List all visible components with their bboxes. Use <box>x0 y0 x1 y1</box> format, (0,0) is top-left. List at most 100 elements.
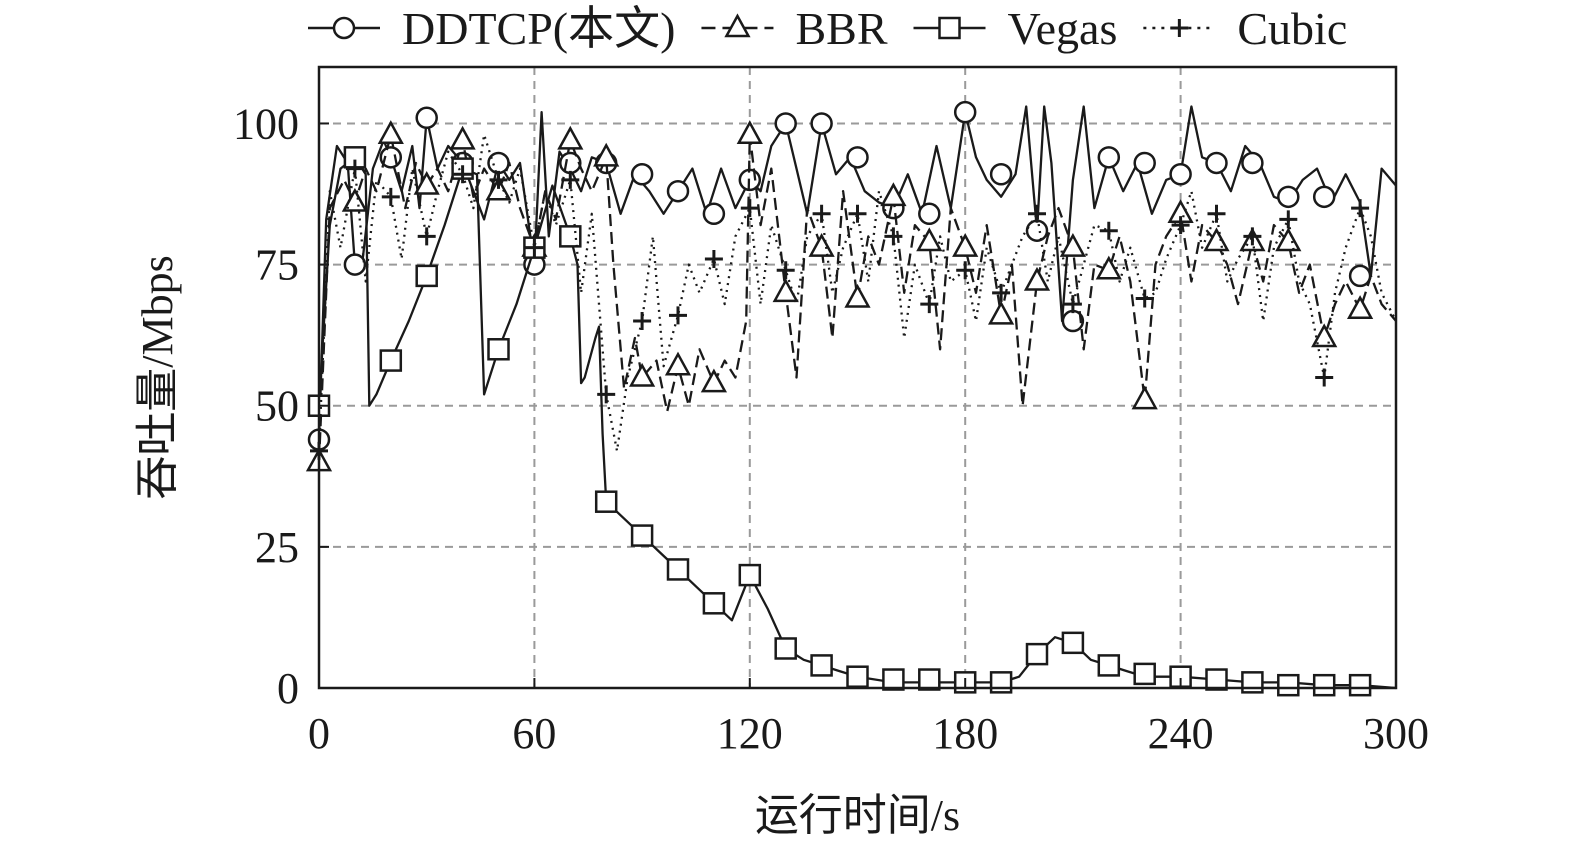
data-point-circle <box>810 112 833 135</box>
axis-ticks: 0 60 120 180 240 300 0 25 50 75 100 <box>233 99 1429 758</box>
data-point-square <box>1025 642 1049 666</box>
x-tick-label: 120 <box>717 709 783 758</box>
data-point-triangle <box>1059 233 1087 257</box>
data-point-plus <box>1315 368 1334 387</box>
legend-entry-square: Vegas <box>913 3 1117 54</box>
data-point-circle <box>630 163 654 186</box>
data-point-triangle <box>844 283 871 308</box>
y-tick-label: 50 <box>255 382 299 431</box>
data-point-circle <box>666 179 690 203</box>
data-point-square <box>1061 631 1085 655</box>
data-point-plus <box>776 261 795 280</box>
data-point-plus <box>525 238 544 257</box>
data-point-triangle <box>377 120 404 144</box>
y-tick-label: 100 <box>233 99 299 148</box>
y-tick-label: 25 <box>255 523 299 572</box>
x-tick-label: 300 <box>1363 709 1429 758</box>
data-point-square <box>702 592 726 615</box>
data-point-circle <box>846 146 869 169</box>
legend-entry-triangle: BBR <box>701 3 888 54</box>
data-point-square <box>1348 673 1372 697</box>
data-point-plus <box>704 249 723 268</box>
data-point-triangle <box>449 125 476 150</box>
data-point-triangle <box>700 368 728 393</box>
x-tick-label: 0 <box>308 709 330 758</box>
data-point-triangle <box>736 120 763 144</box>
data-point-triangle <box>485 176 512 201</box>
x-tick-label: 60 <box>512 709 556 758</box>
data-point-circle <box>774 112 797 135</box>
data-point-square <box>666 558 690 581</box>
x-tick-label: 240 <box>1148 709 1214 758</box>
data-point-square <box>487 338 510 361</box>
data-point-plus <box>1207 204 1226 223</box>
data-point-square <box>810 654 833 677</box>
plot-frame <box>317 65 1398 690</box>
data-point-circle <box>1025 219 1049 242</box>
data-point-triangle <box>952 233 979 257</box>
data-point-plus <box>417 227 436 246</box>
data-point-plus <box>884 227 903 246</box>
data-point-circle <box>1169 163 1192 186</box>
data-point-triangle <box>1095 255 1122 280</box>
data-point-square <box>882 668 905 691</box>
data-point-plus <box>633 312 652 331</box>
data-point-plus <box>812 204 831 223</box>
data-point-triangle <box>413 170 440 195</box>
x-tick-label: 180 <box>932 709 998 758</box>
legend-label: BBR <box>795 3 887 54</box>
data-point-circle <box>1348 264 1372 288</box>
data-point-plus <box>740 199 759 218</box>
data-point-triangle <box>593 142 620 167</box>
data-point-triangle <box>987 300 1015 325</box>
data-point-plus <box>453 165 472 184</box>
legend-entry-circle: DDTCP(本文) <box>308 3 675 54</box>
data-point-triangle <box>1023 266 1051 291</box>
legend-entry-plus: Cubic <box>1143 3 1347 54</box>
data-point-triangle <box>1131 385 1158 410</box>
data-point-square <box>1277 673 1300 697</box>
data-point-square <box>774 637 797 660</box>
legend-label: DDTCP(本文) <box>402 3 675 54</box>
data-point-square <box>918 668 941 691</box>
data-point-plus <box>1351 199 1370 218</box>
data-point-square <box>1241 671 1264 694</box>
data-point-square <box>846 665 869 688</box>
data-point-plus <box>992 283 1011 302</box>
data-point-square <box>594 490 618 513</box>
y-axis-title: 吞吐量/Mbps <box>133 255 182 499</box>
data-point-triangle <box>772 278 799 303</box>
x-axis-title: 运行时间/s <box>755 791 960 840</box>
legend: DDTCP(本文) BBR Vegas Cubic <box>308 3 1347 54</box>
data-point-circle <box>918 202 941 226</box>
data-point-plus <box>920 295 939 314</box>
data-point-plus <box>561 170 580 189</box>
data-point-plus <box>1243 227 1262 246</box>
data-point-circle <box>415 106 438 130</box>
data-point-square <box>379 349 403 372</box>
y-tick-label: 0 <box>277 664 299 713</box>
legend-marker-plus <box>1170 19 1189 37</box>
data-point-plus <box>1028 204 1046 223</box>
data-point-plus <box>381 187 400 206</box>
data-point-circle <box>343 253 367 276</box>
data-point-square <box>989 671 1013 694</box>
legend-marker-triangle <box>724 13 751 38</box>
data-point-plus <box>669 306 687 325</box>
data-point-circle <box>1241 151 1264 175</box>
data-point-plus <box>1279 210 1298 229</box>
data-point-square <box>630 524 654 547</box>
data-point-triangle <box>808 233 835 257</box>
data-point-square <box>738 563 762 587</box>
data-point-square <box>559 225 582 248</box>
data-point-square <box>415 264 438 288</box>
data-point-plus <box>345 159 364 178</box>
legend-marker-square <box>938 16 961 40</box>
data-point-plus <box>956 261 975 280</box>
data-point-plus <box>489 170 508 189</box>
data-point-triangle <box>916 227 943 252</box>
data-point-circle <box>1312 185 1336 209</box>
data-point-circle <box>989 163 1013 186</box>
data-point-plus <box>1135 289 1154 308</box>
